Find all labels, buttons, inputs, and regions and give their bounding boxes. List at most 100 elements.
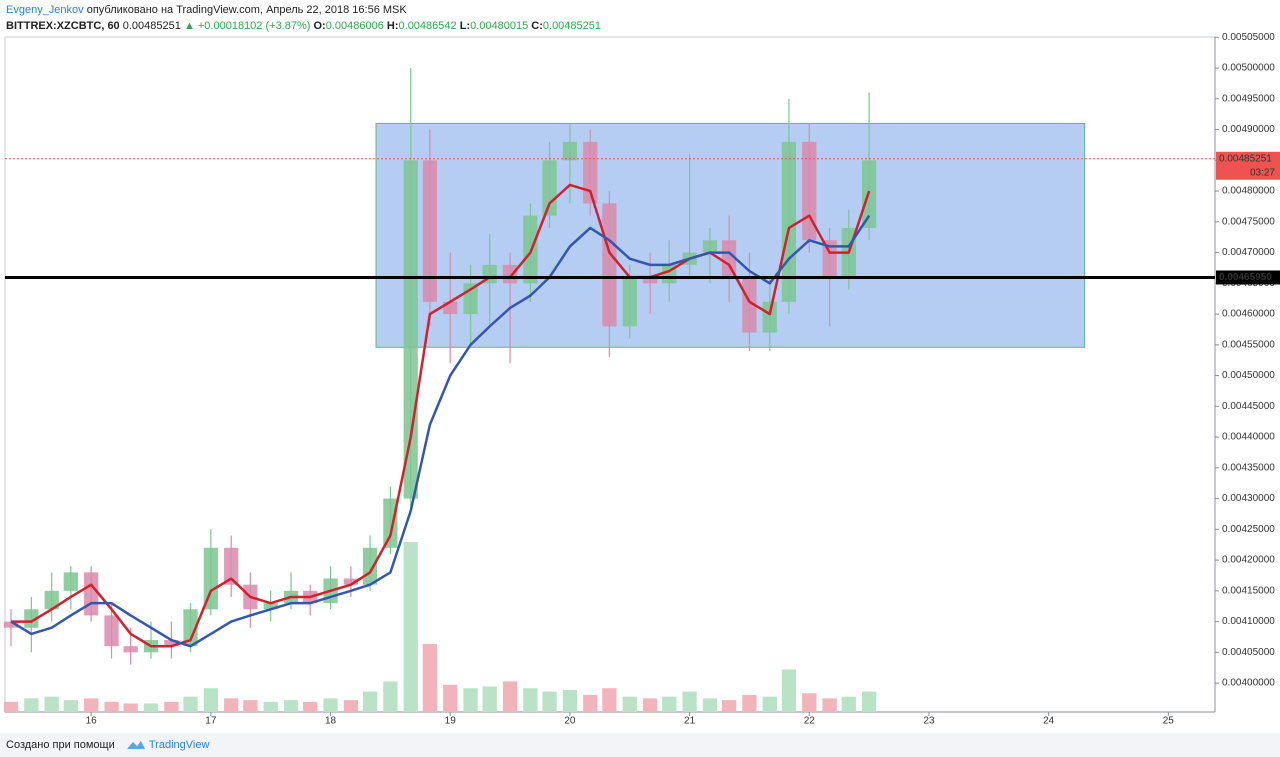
y-tick-label: 0.00500000: [1222, 63, 1275, 74]
candle-body: [822, 240, 837, 278]
candle-body: [383, 498, 398, 548]
volume-bar: [403, 542, 418, 712]
countdown: 03:27: [1250, 167, 1275, 178]
volume-bar: [283, 700, 299, 712]
moving-average: [10, 183, 871, 648]
header-line-2: BITTREX:XZCBTC, 60 0.00485251 ▲ +0.00018…: [6, 18, 601, 34]
volume-bar: [383, 681, 398, 712]
volume-bar: [63, 700, 78, 712]
volume-bar: [622, 696, 637, 712]
volume-bar: [44, 696, 59, 712]
volume-bar: [802, 693, 817, 712]
candle-body: [583, 141, 598, 204]
volume-bar: [422, 644, 437, 712]
volume-bar: [84, 698, 99, 712]
brand-logo: [126, 741, 145, 750]
y-tick-label: 0.00460000: [1222, 309, 1275, 320]
last-price-label: 0.00485251: [1219, 153, 1272, 164]
published: опубликовано на TradingView.com, Апрель …: [86, 4, 407, 16]
candle-body: [24, 609, 39, 628]
candle-body: [542, 160, 557, 216]
y-tick-label: 0.00475000: [1222, 216, 1275, 227]
change: ▲ +0.00018102 (+3.87%): [183, 20, 311, 32]
volume-bar: [822, 698, 837, 712]
author[interactable]: Evgeny_Jenkov: [6, 4, 84, 16]
y-tick-label: 0.00470000: [1222, 247, 1275, 258]
x-tick-label: 21: [684, 716, 696, 727]
volume-bar: [502, 681, 518, 712]
volume-bar: [463, 688, 478, 712]
y-tick-label: 0.00450000: [1222, 370, 1275, 381]
candle-body: [802, 141, 817, 241]
candle-body: [721, 240, 737, 278]
volume-bar: [682, 691, 697, 712]
o-label: O:: [313, 20, 326, 32]
h-label: H:: [386, 20, 399, 32]
chart: 0.00400000 0.00405000 0.00410000 0.00415000…: [3, 32, 1280, 727]
x-tick-label: 17: [205, 716, 217, 727]
volume-bar: [602, 688, 617, 712]
made-with: Создано при помощи: [6, 739, 115, 751]
y-tick-label: 0.00445000: [1222, 401, 1275, 412]
y-tick-label: 0.00480000: [1222, 186, 1275, 197]
volume-bar: [762, 696, 777, 712]
y-tick-label: 0.00435000: [1222, 462, 1275, 473]
volume-bar: [243, 700, 258, 712]
l-label: L:: [459, 20, 471, 32]
y-tick-label: 0.00415000: [1222, 585, 1275, 596]
candle-body: [702, 240, 718, 253]
y-tick-label: 0.00490000: [1222, 124, 1275, 135]
candle-body: [602, 203, 617, 327]
volume-bar: [523, 688, 538, 712]
candle-body: [44, 590, 59, 610]
last: 0.00485251: [122, 20, 181, 32]
candle-body: [362, 547, 378, 585]
range-box: [375, 122, 1086, 348]
candle-body: [742, 277, 757, 333]
volume-bar: [482, 686, 497, 712]
volume-bar: [323, 698, 338, 712]
x-tick-label: 19: [445, 716, 457, 727]
volume-bar: [203, 688, 218, 712]
level-label-bg: [1216, 270, 1280, 285]
volume-bar: [104, 701, 119, 712]
candle-body: [3, 621, 19, 628]
moving-average: [10, 214, 871, 648]
candle-body: [562, 141, 578, 161]
candle-body: [622, 277, 637, 327]
candle-body: [164, 640, 179, 647]
volume-bar: [583, 695, 598, 712]
volume-bar: [742, 695, 757, 712]
candle-body: [762, 301, 777, 333]
x-tick-label: 24: [1043, 716, 1055, 727]
x-tick-label: 23: [923, 716, 935, 727]
candle-body: [84, 572, 99, 616]
candle-body: [403, 160, 418, 499]
candle-body: [642, 277, 658, 284]
candle-body: [502, 264, 518, 284]
y-tick-label: 0.00410000: [1222, 616, 1275, 627]
volume-bar: [702, 698, 718, 712]
volume-bar: [861, 691, 877, 712]
volume-bar: [263, 701, 278, 712]
x-tick-label: 20: [564, 716, 576, 727]
header: Evgeny_Jenkov опубликовано на TradingVie…: [6, 2, 601, 34]
volume-bar: [164, 701, 179, 712]
x-tick-label: 25: [1163, 716, 1175, 727]
volume-bar: [662, 696, 677, 712]
y-tick-label: 0.00455000: [1222, 339, 1275, 350]
y-tick-label: 0.00420000: [1222, 555, 1275, 566]
x-tick-label: 18: [325, 716, 337, 727]
brand[interactable]: TradingView: [148, 739, 210, 751]
volume-bar: [562, 689, 578, 712]
o: 0.00486006: [325, 20, 384, 32]
candle-body: [123, 646, 138, 653]
candle-body: [422, 160, 437, 302]
volume-bar: [183, 696, 198, 712]
candle-body: [224, 547, 239, 585]
volume-bar: [841, 696, 856, 712]
volume-bar: [24, 698, 39, 712]
volume-bar: [542, 691, 557, 712]
volume-bar: [143, 703, 159, 712]
y-tick-label: 0.00505000: [1222, 32, 1275, 43]
